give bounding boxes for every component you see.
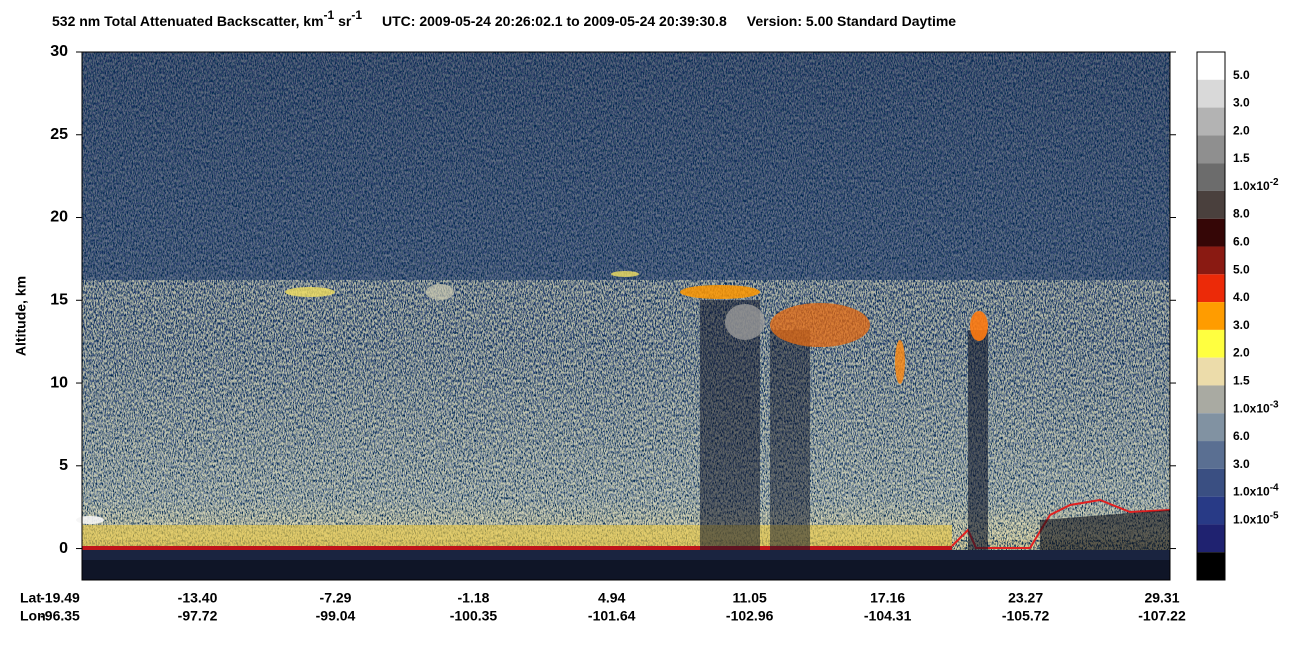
plot-frame [81, 51, 1171, 581]
colorbar-label: 4.0 [1233, 290, 1250, 304]
x-tick-label: -1.18 [458, 590, 490, 606]
x-tick-label: 23.27 [1008, 590, 1043, 606]
colorbar-label: 6.0 [1233, 429, 1250, 443]
colorbar-label: 3.0 [1233, 457, 1250, 471]
colorbar-label-text: 1.5 [1233, 151, 1250, 165]
colorbar-label: 1.5 [1233, 374, 1250, 388]
x-tick-label: 17.16 [870, 590, 905, 606]
y-tick-label: 0 [59, 540, 68, 557]
colorbar-label: 1.0x10-5 [1233, 510, 1279, 527]
y-tick-label: 5 [59, 457, 68, 474]
colorbar-swatch [1197, 218, 1225, 247]
lon-tick-label: -105.72 [1002, 608, 1050, 624]
colorbar-label-text: 3.0 [1233, 96, 1250, 110]
colorbar-label-exp: -5 [1270, 510, 1279, 521]
y-tick-label: 15 [50, 291, 68, 308]
colorbar-label-text: 1.5 [1233, 374, 1250, 388]
colorbar-swatch [1197, 52, 1225, 80]
y-axis-label: Altitude, km [13, 276, 29, 356]
colorbar-swatch [1197, 329, 1225, 358]
colorbar-label-exp: -3 [1270, 399, 1279, 410]
colorbar-label: 5.0 [1233, 68, 1250, 82]
colorbar-label-text: 6.0 [1233, 429, 1250, 443]
plot-area [76, 52, 1171, 580]
x-tick-label: -13.40 [178, 590, 218, 606]
x-tick-label: 4.94 [598, 590, 625, 606]
colorbar-swatch [1197, 135, 1225, 164]
colorbar-label-text: 3.0 [1233, 318, 1250, 332]
y-tick-label: 25 [50, 126, 68, 143]
colorbar-label-text: 1.0x10 [1233, 401, 1270, 415]
lon-tick-label: -107.22 [1138, 608, 1186, 624]
lon-tick-label: -99.04 [316, 608, 356, 624]
colorbar-label-text: 5.0 [1233, 262, 1250, 276]
colorbar-label-text: 3.0 [1233, 457, 1250, 471]
colorbar-label-text: 8.0 [1233, 207, 1250, 221]
y-tick-label: 10 [50, 374, 68, 391]
lon-tick-label: -100.35 [450, 608, 498, 624]
colorbar-label: 5.0 [1233, 262, 1250, 276]
colorbar-swatch [1197, 496, 1225, 525]
x-tick-label: -7.29 [320, 590, 352, 606]
lon-tick-label: -101.64 [588, 608, 636, 624]
y-tick-label: 20 [50, 209, 68, 226]
colorbar-swatch [1197, 385, 1225, 414]
colorbar-label-exp: -2 [1270, 177, 1279, 188]
colorbar-swatch [1197, 274, 1225, 303]
colorbar-label-text: 2.0 [1233, 124, 1250, 138]
colorbar-swatch [1197, 246, 1225, 275]
x-tick-label: -19.49 [40, 590, 80, 606]
x-tick-label: 29.31 [1144, 590, 1179, 606]
colorbar-label: 3.0 [1233, 318, 1250, 332]
colorbar-swatch [1197, 552, 1225, 580]
colorbar-swatch [1197, 190, 1225, 219]
colorbar-label: 1.0x10-2 [1233, 177, 1279, 194]
colorbar-label: 8.0 [1233, 207, 1250, 221]
colorbar-swatch [1197, 441, 1225, 469]
lon-tick-label: -102.96 [726, 608, 774, 624]
colorbar-label: 6.0 [1233, 235, 1250, 249]
colorbar-label-exp: -4 [1270, 482, 1279, 493]
colorbar-label: 1.5 [1233, 151, 1250, 165]
colorbar-label-text: 1.0x10 [1233, 179, 1270, 193]
colorbar-swatch [1197, 163, 1225, 191]
x-tick-label: 11.05 [733, 590, 767, 606]
colorbar: 5.03.02.01.51.0x10-28.06.05.04.03.02.01.… [1196, 51, 1279, 581]
colorbar-swatch [1197, 357, 1225, 386]
colorbar-label-text: 1.0x10 [1233, 513, 1270, 527]
colorbar-swatch [1197, 302, 1225, 330]
colorbar-swatch [1197, 524, 1225, 553]
colorbar-label-text: 5.0 [1233, 68, 1250, 82]
lon-tick-label: -96.35 [40, 608, 80, 624]
colorbar-swatch [1197, 79, 1225, 108]
colorbar-label: 1.0x10-4 [1233, 482, 1279, 499]
colorbar-swatch [1197, 468, 1225, 497]
colorbar-label: 3.0 [1233, 96, 1250, 110]
colorbar-label: 2.0 [1233, 346, 1250, 360]
colorbar-swatch [1197, 107, 1225, 136]
lon-tick-label: -97.72 [178, 608, 218, 624]
colorbar-label-text: 4.0 [1233, 290, 1250, 304]
x-row-label: Lat [20, 590, 41, 606]
chart-title: 532 nm Total Attenuated Backscatter, km-… [52, 8, 956, 29]
colorbar-label-text: 1.0x10 [1233, 485, 1270, 499]
colorbar-label: 1.0x10-3 [1233, 399, 1279, 416]
colorbar-frame [1196, 51, 1226, 581]
colorbar-swatch [1197, 413, 1225, 442]
x-row-label: Lon [20, 608, 46, 624]
colorbar-label-text: 6.0 [1233, 235, 1250, 249]
y-tick-label: 30 [50, 43, 68, 60]
colorbar-label: 2.0 [1233, 124, 1250, 138]
lon-tick-label: -104.31 [864, 608, 912, 624]
colorbar-label-text: 2.0 [1233, 346, 1250, 360]
